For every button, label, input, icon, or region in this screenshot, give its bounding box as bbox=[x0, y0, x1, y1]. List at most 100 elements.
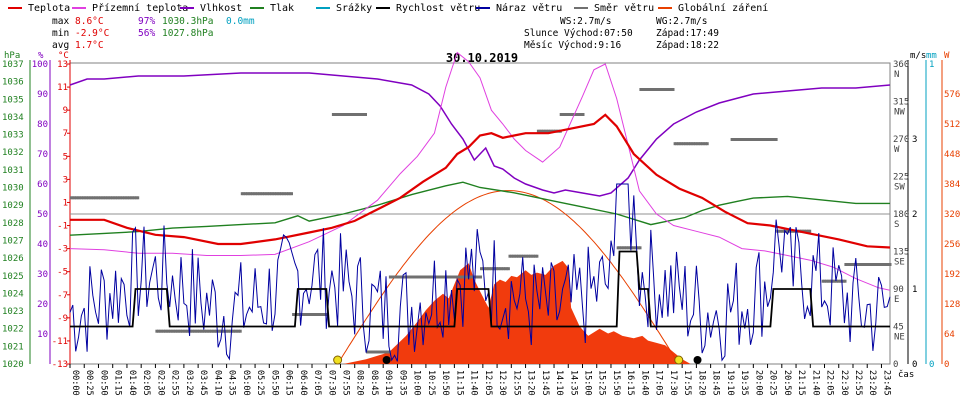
humidity-line bbox=[69, 72, 891, 197]
radiation-tick-2: 448 bbox=[944, 150, 960, 160]
x-tick-42: 17:30 bbox=[668, 370, 678, 396]
unit-temperature: °C bbox=[58, 51, 69, 61]
stat-max-p: 1030.3hPa bbox=[162, 16, 213, 27]
x-tick-20: 08:20 bbox=[355, 370, 365, 396]
direction-tick-0: 360 bbox=[893, 60, 909, 70]
radiation-tick-7: 128 bbox=[944, 300, 960, 310]
stat-max-t: 8.6°C bbox=[75, 16, 104, 27]
pressure-tick-3: 1034 bbox=[2, 113, 24, 123]
x-tick-1: 00:25 bbox=[84, 370, 94, 396]
x-tick-41: 17:05 bbox=[654, 370, 664, 396]
x-tick-28: 11:40 bbox=[469, 370, 479, 396]
moonset-marker bbox=[693, 356, 702, 364]
unit-wind: m/s bbox=[910, 51, 926, 61]
x-tick-11: 04:35 bbox=[227, 370, 237, 396]
x-tick-31: 12:55 bbox=[511, 370, 521, 396]
stat-sunset: Západ:17:49 bbox=[656, 28, 719, 39]
temperature-tick-1: 11 bbox=[57, 83, 68, 93]
pressure-tick-15: 1022 bbox=[2, 325, 24, 335]
radiation-tick-6: 192 bbox=[944, 270, 960, 280]
wind-tick-3: 0 bbox=[912, 360, 917, 370]
x-tick-27: 11:15 bbox=[454, 370, 464, 396]
pressure-line bbox=[69, 181, 890, 236]
x-tick-9: 03:45 bbox=[198, 370, 208, 396]
wind-tick-2: 1 bbox=[912, 285, 917, 295]
pressure-tick-16: 1021 bbox=[2, 342, 24, 352]
direction-tick-6: 90 bbox=[893, 285, 904, 295]
wind-tick-1: 2 bbox=[912, 210, 917, 220]
unit-humidity: % bbox=[38, 51, 44, 61]
humidity-tick-4: 60 bbox=[37, 180, 48, 190]
legend-label-4: Srážky bbox=[336, 2, 372, 14]
x-tick-53: 22:05 bbox=[825, 370, 835, 396]
radiation-tick-1: 512 bbox=[944, 120, 960, 130]
stat-max-label: max bbox=[52, 16, 69, 27]
x-tick-50: 20:50 bbox=[782, 370, 792, 396]
pressure-tick-13: 1024 bbox=[2, 289, 24, 299]
x-tick-43: 17:55 bbox=[682, 370, 692, 396]
legend-label-5: Rychlost větru bbox=[396, 2, 480, 14]
x-tick-57: 23:45 bbox=[881, 370, 891, 396]
pressure-tick-5: 1032 bbox=[2, 148, 24, 158]
direction-label-2: W bbox=[894, 145, 900, 155]
temperature-tick-5: 3 bbox=[63, 175, 68, 185]
x-tick-32: 13:20 bbox=[526, 370, 536, 396]
x-tick-14: 05:50 bbox=[269, 370, 279, 396]
radiation-measured-area bbox=[343, 260, 691, 364]
x-tick-25: 10:25 bbox=[426, 370, 436, 396]
x-tick-5: 02:05 bbox=[141, 370, 151, 396]
stat-ws: WS:2.7m/s bbox=[560, 16, 611, 27]
unit-rain: mm bbox=[926, 51, 937, 61]
x-tick-40: 16:40 bbox=[639, 370, 649, 396]
temperature-tick-4: 5 bbox=[63, 152, 68, 162]
x-tick-34: 14:10 bbox=[554, 370, 564, 396]
direction-tick-7: 45 bbox=[893, 323, 904, 333]
x-tick-55: 22:55 bbox=[853, 370, 863, 396]
temperature-tick-3: 7 bbox=[63, 129, 68, 139]
stat-sun: Slunce Východ:07:50 bbox=[524, 28, 633, 39]
radiation-tick-8: 64 bbox=[944, 330, 955, 340]
gust-line bbox=[69, 183, 891, 362]
radiation-tick-9: 0 bbox=[944, 360, 949, 370]
x-tick-56: 23:20 bbox=[867, 370, 877, 396]
temperature-tick-7: -1 bbox=[57, 222, 68, 232]
x-tick-2: 00:50 bbox=[98, 370, 108, 396]
x-tick-29: 12:05 bbox=[483, 370, 493, 396]
x-tick-16: 06:40 bbox=[298, 370, 308, 396]
pressure-tick-4: 1033 bbox=[2, 131, 24, 141]
temperature-tick-10: -7 bbox=[57, 291, 68, 301]
direction-tick-8: 0 bbox=[893, 360, 898, 370]
x-tick-3: 01:15 bbox=[113, 370, 123, 396]
x-tick-7: 02:55 bbox=[170, 370, 180, 396]
temperature-tick-11: -9 bbox=[57, 314, 68, 324]
x-tick-21: 08:45 bbox=[369, 370, 379, 396]
direction-tick-5: 135 bbox=[893, 248, 909, 258]
temperature-tick-6: 1 bbox=[63, 198, 68, 208]
stat-moonset: Západ:18:22 bbox=[656, 40, 719, 51]
stat-moon: Měsíc Východ:9:16 bbox=[524, 40, 622, 51]
direction-label-3: SW bbox=[894, 183, 905, 193]
stat-min-p: 1027.8hPa bbox=[162, 28, 213, 39]
x-tick-18: 07:30 bbox=[326, 370, 336, 396]
sunrise-marker bbox=[333, 355, 343, 365]
radiation-tick-5: 256 bbox=[944, 240, 960, 250]
direction-tick-3: 225 bbox=[893, 173, 909, 183]
legend-label-0: Teplota bbox=[28, 3, 70, 14]
humidity-tick-9: 10 bbox=[37, 330, 48, 340]
pressure-tick-1: 1036 bbox=[2, 78, 24, 88]
pressure-tick-12: 1025 bbox=[2, 272, 24, 282]
pressure-tick-8: 1029 bbox=[2, 201, 24, 211]
humidity-tick-2: 80 bbox=[37, 120, 48, 130]
radiation-tick-0: 576 bbox=[944, 90, 960, 100]
direction-label-7: NE bbox=[894, 333, 905, 343]
x-tick-0: 00:00 bbox=[70, 370, 80, 396]
x-tick-51: 21:15 bbox=[796, 370, 806, 396]
x-tick-4: 01:40 bbox=[127, 370, 137, 396]
chart-title: 30.10.2019 bbox=[446, 51, 518, 65]
radiation-tick-4: 320 bbox=[944, 210, 960, 220]
x-tick-37: 15:25 bbox=[597, 370, 607, 396]
stat-max-h: 97% bbox=[138, 16, 155, 27]
radiation-tick-3: 384 bbox=[944, 180, 960, 190]
x-tick-23: 09:35 bbox=[397, 370, 407, 396]
